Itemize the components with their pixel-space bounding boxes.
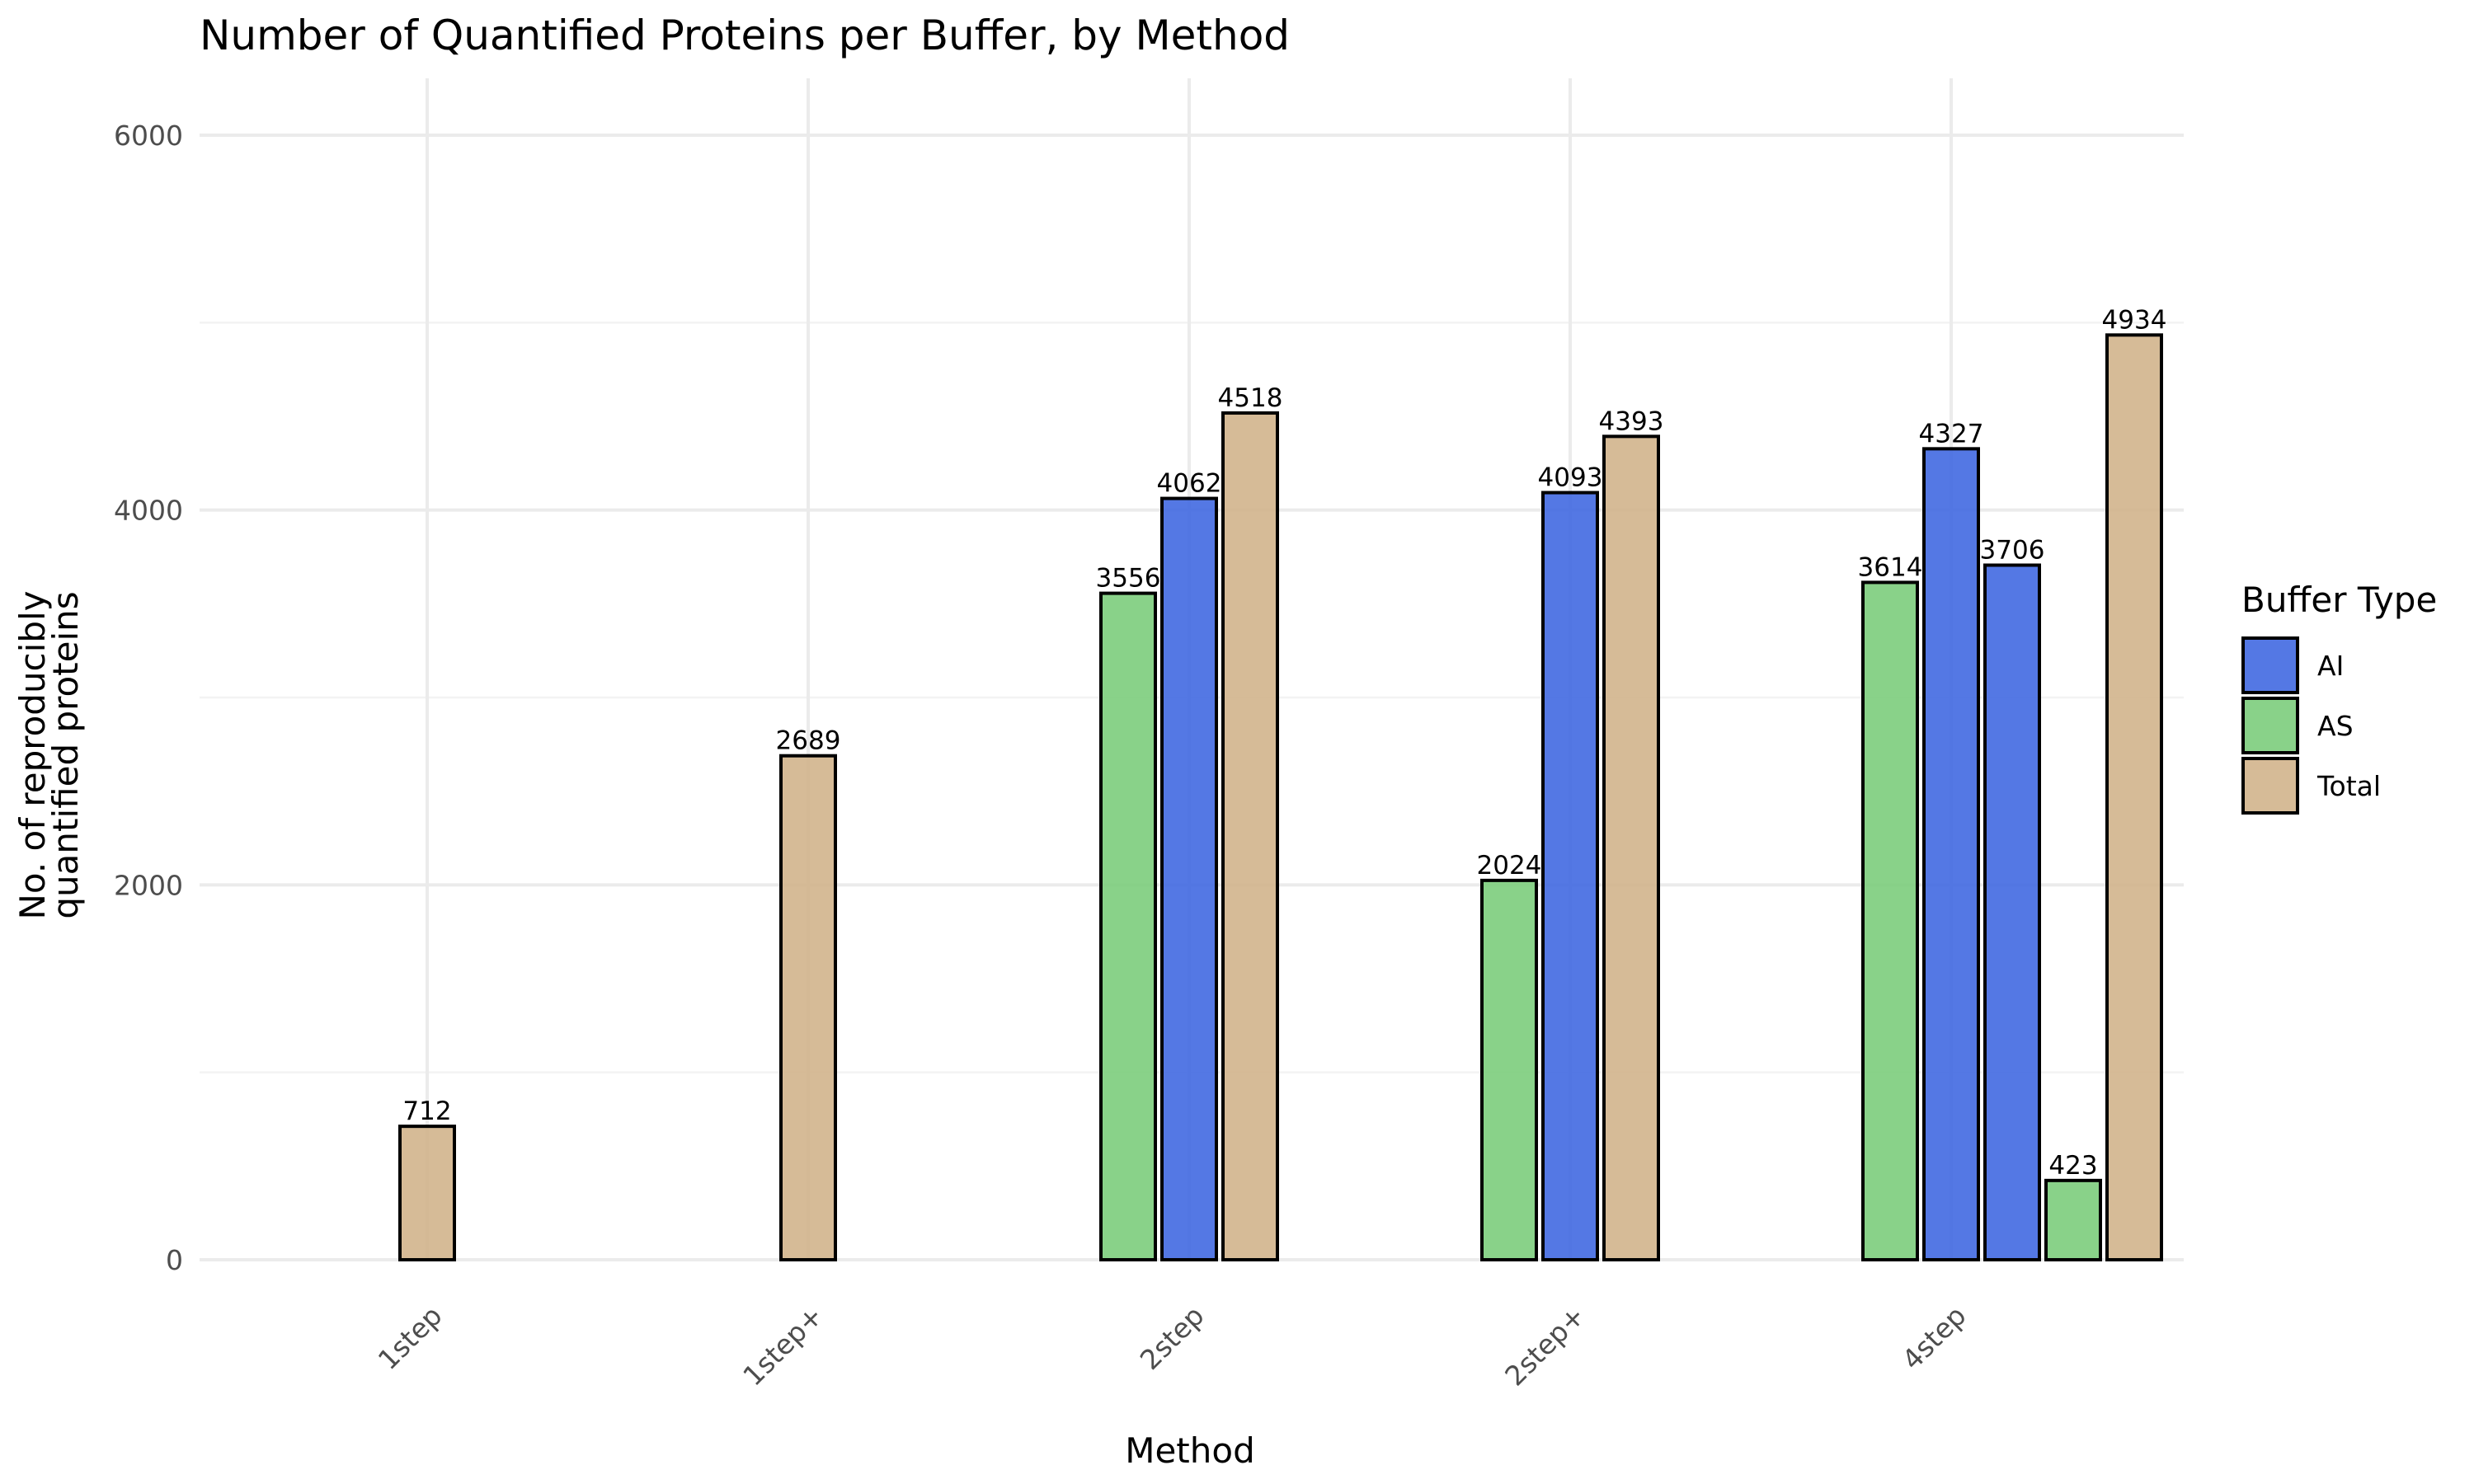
bar-value-label: 4093 xyxy=(1538,463,1603,493)
chart-title: Number of Quantified Proteins per Buffer… xyxy=(200,12,1290,59)
y-tick-label: 4000 xyxy=(114,495,183,527)
y-axis-title-line-1: No. of reproducibly xyxy=(12,590,53,919)
bar-value-label: 3614 xyxy=(1858,552,1923,582)
legend-swatch-Total xyxy=(2241,757,2299,815)
bar-2step+-AI xyxy=(1541,491,1599,1261)
bar-value-label: 4062 xyxy=(1157,469,1222,499)
bar-value-label: 2689 xyxy=(776,726,841,756)
y-tick-label: 2000 xyxy=(114,869,183,901)
bar-4step-AI xyxy=(1983,563,2041,1261)
legend-label-AI: AI xyxy=(2317,650,2344,682)
x-tick-label: 2step xyxy=(1134,1299,1211,1376)
bar-value-label: 4934 xyxy=(2102,305,2167,335)
legend-label-AS: AS xyxy=(2317,710,2354,742)
bar-value-label: 4327 xyxy=(1919,419,1984,448)
bar-4step-Total xyxy=(2105,333,2163,1262)
bar-4step-AS xyxy=(1861,580,1919,1261)
y-tick-label: 6000 xyxy=(114,120,183,152)
bar-1step-Total xyxy=(398,1125,456,1261)
bar-value-label: 423 xyxy=(2048,1151,2097,1181)
y-tick-label: 0 xyxy=(166,1244,183,1276)
legend-label-Total: Total xyxy=(2316,770,2381,802)
x-axis-title: Method xyxy=(1125,1430,1255,1471)
legend-swatch-AS xyxy=(2241,697,2299,754)
y-axis-ticks: 0 2000 4000 6000 xyxy=(114,120,183,1276)
bar-2step-AI xyxy=(1160,496,1218,1261)
bar-2step-AS xyxy=(1099,591,1157,1261)
bar-value-label: 3556 xyxy=(1096,564,1161,594)
y-axis-title: No. of reproducibly quantified proteins xyxy=(12,590,86,919)
legend: Buffer Type AI AS Total xyxy=(2241,580,2437,815)
bar-2step+-AS xyxy=(1480,878,1538,1261)
bar-value-label: 712 xyxy=(402,1097,451,1126)
bar-labels: 712 2689 3556 4062 4518 2024 4093 4393 3614 4327 3… xyxy=(402,305,2166,1181)
bar-2step-Total xyxy=(1221,411,1279,1262)
x-axis-ticks: 1step 1step+ 2step 2step+ 4step xyxy=(372,1299,1973,1392)
x-tick-label: 2step+ xyxy=(1498,1299,1591,1392)
legend-title: Buffer Type xyxy=(2241,580,2437,620)
bar-value-label: 4518 xyxy=(1218,383,1283,413)
bar-4step-AS xyxy=(2044,1178,2102,1262)
bar-value-label: 2024 xyxy=(1477,851,1542,881)
x-tick-label: 1step+ xyxy=(736,1299,829,1392)
bar-4step-AI xyxy=(1922,447,1980,1261)
bars xyxy=(398,333,2163,1262)
bar-1step+-Total xyxy=(779,754,837,1261)
bar-value-label: 4393 xyxy=(1599,406,1664,436)
bar-value-label: 3706 xyxy=(1980,536,2045,566)
x-tick-label: 1step xyxy=(372,1299,449,1376)
legend-swatch-AI xyxy=(2241,636,2299,694)
x-tick-label: 4step xyxy=(1896,1299,1973,1376)
y-axis-title-line-2: quantified proteins xyxy=(45,591,86,918)
bar-2step+-Total xyxy=(1602,434,1660,1261)
